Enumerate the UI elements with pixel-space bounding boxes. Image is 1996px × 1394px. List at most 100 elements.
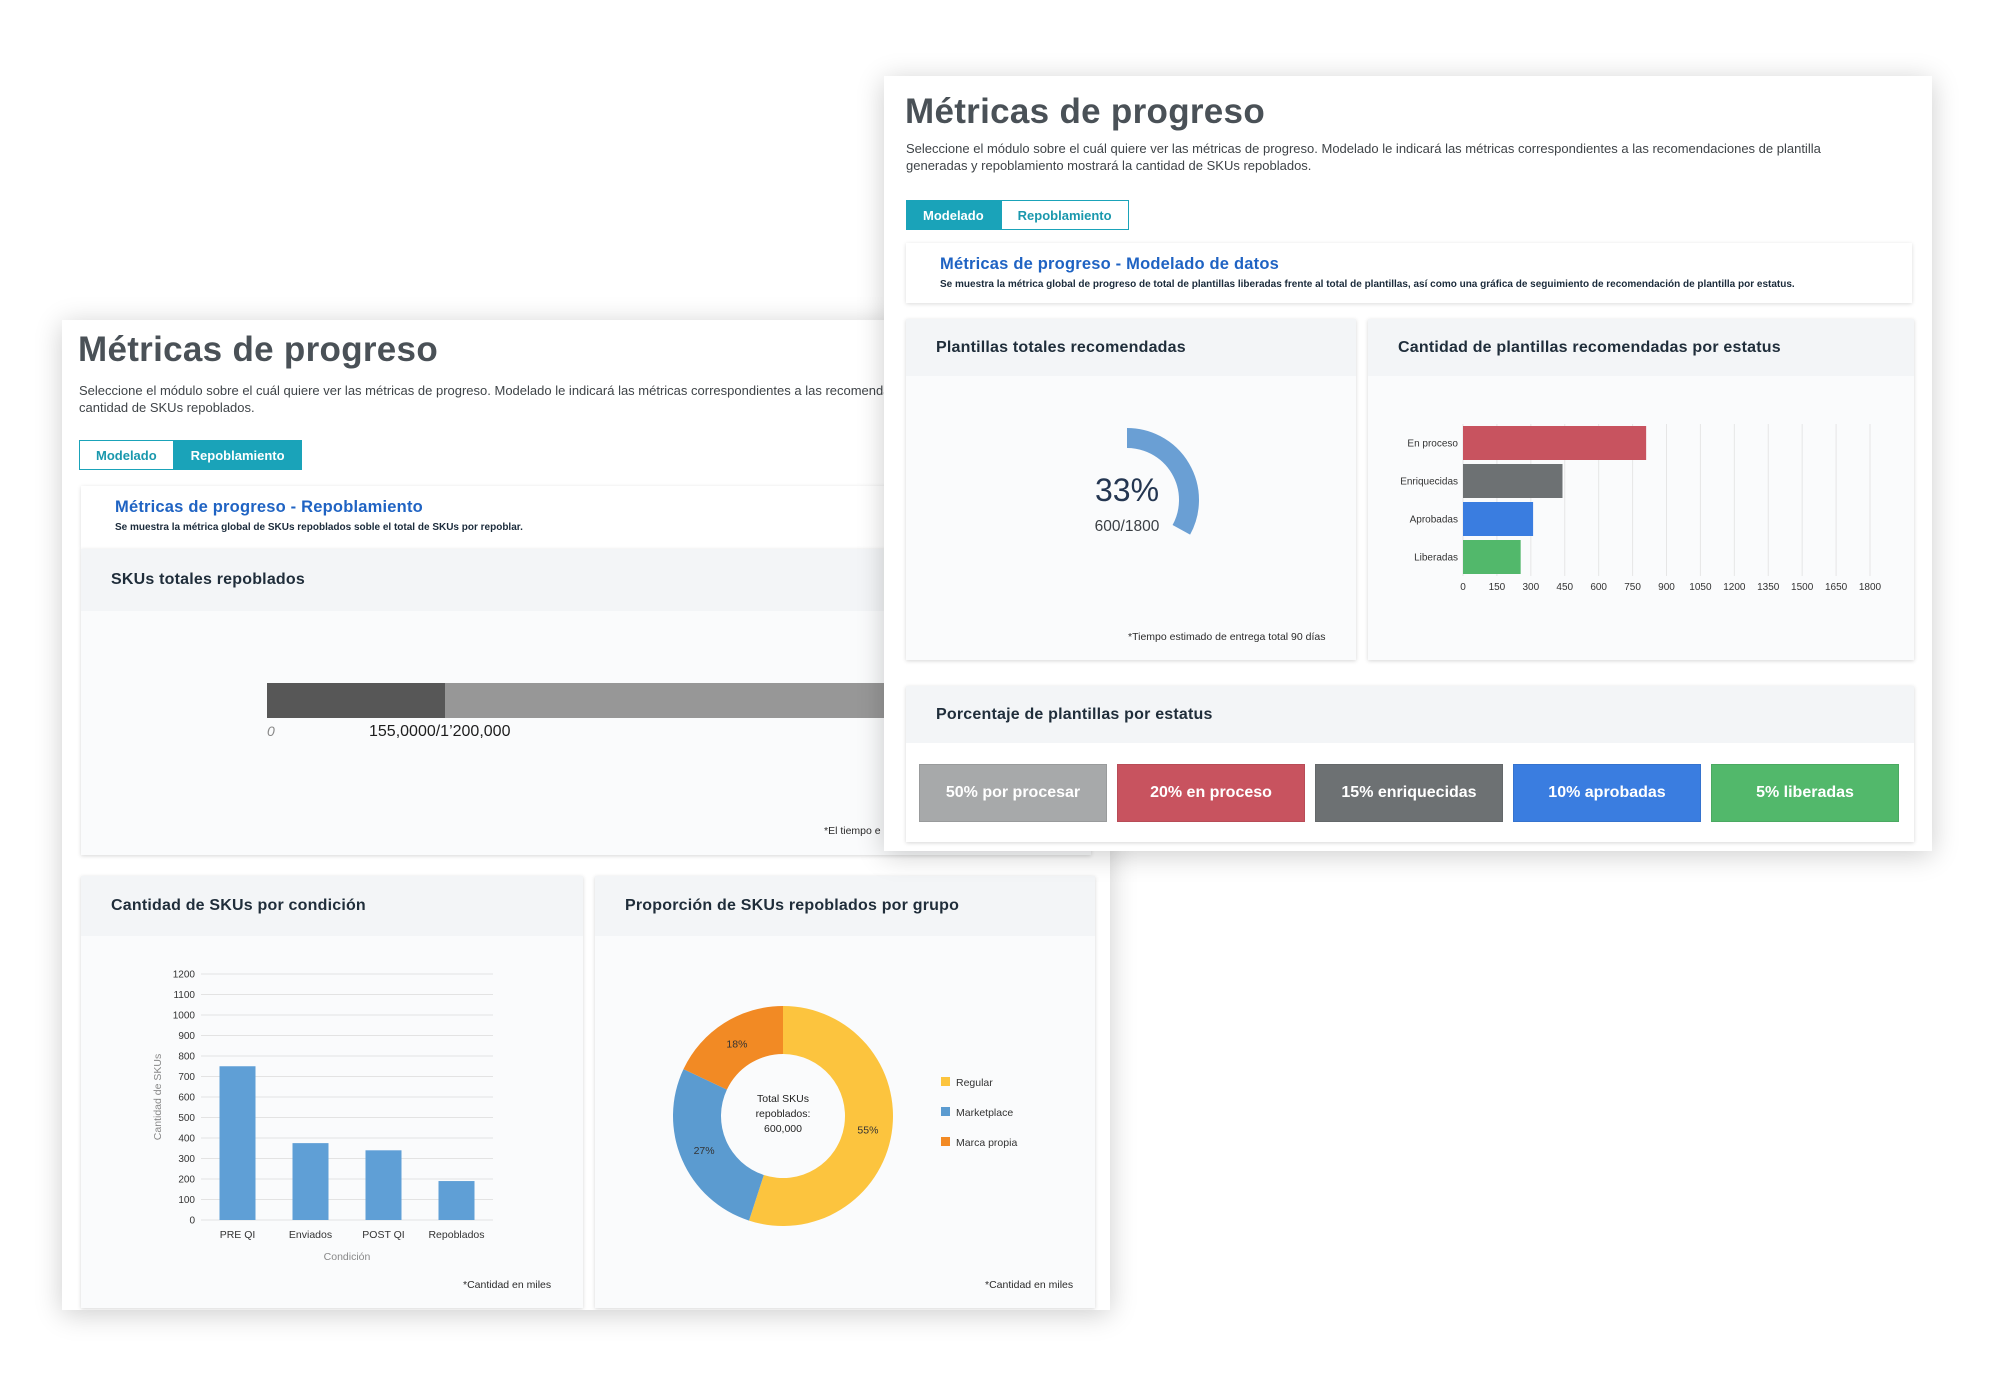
tab-modelado[interactable]: Modelado <box>79 440 174 470</box>
y-tick-label: Enriquecidas <box>1400 477 1458 488</box>
page-title: Métricas de progreso <box>78 330 438 369</box>
bar <box>365 1150 402 1220</box>
tab-repoblamiento[interactable]: Repoblamiento <box>1000 200 1129 230</box>
status-aprobadas: 10% aprobadas <box>1513 764 1701 822</box>
x-tick-label: Repoblados <box>428 1229 484 1241</box>
y-tick-label: 100 <box>178 1195 195 1206</box>
gauge-percent: 33% <box>1094 472 1160 508</box>
y-tick-label: Liberadas <box>1414 553 1458 564</box>
card-title: Porcentaje de plantillas por estatus <box>906 686 1914 743</box>
x-tick-label: Enviados <box>289 1229 332 1241</box>
progress-value-label: 155,0000/1’200,000 <box>369 723 511 740</box>
y-tick-label: 200 <box>178 1175 195 1186</box>
card-title: Cantidad de SKUs por condición <box>81 876 583 936</box>
x-tick-label: 1350 <box>1757 582 1780 593</box>
card-title: Proporción de SKUs repoblados por grupo <box>595 876 1095 936</box>
modelado-window: Métricas de progreso Seleccione el módul… <box>884 76 1932 851</box>
x-tick-label: 150 <box>1489 582 1506 593</box>
bar <box>1463 464 1563 498</box>
y-tick-label: 300 <box>178 1154 195 1165</box>
donut-center-text: 600,000 <box>764 1123 802 1135</box>
y-tick-label: Aprobadas <box>1410 515 1458 526</box>
gauge-arc <box>1126 428 1199 535</box>
section-title: Métricas de progreso - Modelado de datos <box>940 255 1279 273</box>
progress-start-label: 0 <box>267 723 275 739</box>
progress-fill <box>267 683 446 718</box>
skus-condition-chart: 0 100 200 300 400 500 600 700 800 900 1000 1100 1200… <box>152 970 493 1263</box>
status-enriquecidas: 15% enriquecidas <box>1315 764 1503 822</box>
x-tick-label: 900 <box>1658 582 1675 593</box>
section-description: Se muestra la métrica global de progreso… <box>940 279 1795 290</box>
page-description: Seleccione el módulo sobre el cuál quier… <box>79 383 1110 415</box>
templates-status-card: Cantidad de plantillas recomendadas por … <box>1368 319 1914 660</box>
y-tick-label: 1000 <box>173 1011 196 1022</box>
donut-slice <box>673 1069 764 1221</box>
card-note: *Tiempo estimado de entrega total 90 día… <box>1128 631 1326 643</box>
card-note: *Cantidad en miles <box>985 1279 1074 1291</box>
templates-gauge <box>1126 428 1199 535</box>
y-tick-label: 400 <box>178 1134 195 1145</box>
y-tick-label: 600 <box>178 1093 195 1104</box>
slice-label: 27% <box>694 1145 715 1157</box>
y-tick-label: 1100 <box>173 990 195 1001</box>
x-tick-label: 750 <box>1624 582 1641 593</box>
legend-label: Regular <box>956 1077 993 1089</box>
bar <box>438 1181 475 1220</box>
templates-status-chart: 0 150 300 450 600 750 900 1050 1200 1350 1500 1650 1… <box>1400 424 1882 593</box>
page-description: Seleccione el módulo sobre el cuál quier… <box>906 141 1821 173</box>
card-body: 0 150 300 450 600 750 900 1050 1200 1350 1500 1650 1… <box>1368 376 1914 660</box>
card-body: 55% 27% 18% Total SKUs repoblados: 600,000 Reg… <box>595 936 1095 1308</box>
tab-modelado[interactable]: Modelado <box>906 200 1001 230</box>
card-body: 33% 600/1800 *Tiempo estimado de entrega… <box>906 376 1356 660</box>
templates-percent-card: Porcentaje de plantillas por estatus 50%… <box>906 686 1914 842</box>
x-tick-label: 300 <box>1522 582 1539 593</box>
page-title: Métricas de progreso <box>905 92 1265 131</box>
legend-swatch <box>941 1107 950 1116</box>
bar <box>1463 426 1647 460</box>
module-tabs: Modelado Repoblamiento <box>79 440 302 470</box>
x-tick-label: 1050 <box>1689 582 1712 593</box>
section-intro: Métricas de progreso - Modelado de datos… <box>906 243 1912 303</box>
bar <box>292 1143 329 1220</box>
x-tick-label: 1500 <box>1791 582 1814 593</box>
y-tick-label: 0 <box>189 1216 195 1227</box>
y-tick-label: 900 <box>178 1031 195 1042</box>
donut-center-text: repoblados: <box>756 1108 811 1120</box>
donut-slice <box>683 1006 783 1090</box>
x-tick-label: 1800 <box>1859 582 1882 593</box>
section-description: Se muestra la métrica global de SKUs rep… <box>115 522 523 533</box>
donut-center-text: Total SKUs <box>757 1093 809 1105</box>
bar <box>1463 502 1534 536</box>
slice-label: 18% <box>726 1038 747 1050</box>
x-tick-label: PRE QI <box>220 1229 256 1241</box>
x-tick-label: POST QI <box>362 1229 404 1241</box>
skus-group-card: Proporción de SKUs repoblados por grupo … <box>595 876 1095 1308</box>
status-por-procesar: 50% por procesar <box>919 764 1107 822</box>
y-tick-label: 700 <box>178 1072 195 1083</box>
status-liberadas: 5% liberadas <box>1711 764 1899 822</box>
legend-label: Marketplace <box>956 1107 1013 1119</box>
card-body: 50% por procesar 20% en proceso 15% enri… <box>906 743 1914 842</box>
card-title: Cantidad de plantillas recomendadas por … <box>1368 319 1914 376</box>
card-note: *Cantidad en miles <box>463 1279 552 1291</box>
legend-label: Marca propia <box>956 1137 1017 1149</box>
y-tick-label: En proceso <box>1407 439 1458 450</box>
legend-swatch <box>941 1137 950 1146</box>
card-body: 0 100 200 300 400 500 600 700 800 900 1000 1100 1200… <box>81 936 583 1308</box>
donut-slice <box>749 1006 894 1226</box>
section-title: Métricas de progreso - Repoblamiento <box>115 498 423 516</box>
x-tick-label: 1200 <box>1723 582 1746 593</box>
module-tabs: Modelado Repoblamiento <box>906 200 1129 230</box>
card-note: *El tiempo e <box>824 825 881 837</box>
tab-repoblamiento[interactable]: Repoblamiento <box>173 440 302 470</box>
x-tick-label: 1650 <box>1825 582 1848 593</box>
legend-swatch <box>941 1077 950 1086</box>
card-title: Plantillas totales recomendadas <box>906 319 1356 376</box>
y-axis-label: Cantidad de SKUs <box>152 1054 164 1140</box>
slice-label: 55% <box>857 1124 878 1136</box>
templates-total-card: Plantillas totales recomendadas 33% 600/… <box>906 319 1356 660</box>
y-tick-label: 800 <box>178 1052 195 1063</box>
y-tick-label: 1200 <box>173 970 196 981</box>
x-tick-label: 450 <box>1556 582 1573 593</box>
x-tick-label: 0 <box>1460 582 1466 593</box>
